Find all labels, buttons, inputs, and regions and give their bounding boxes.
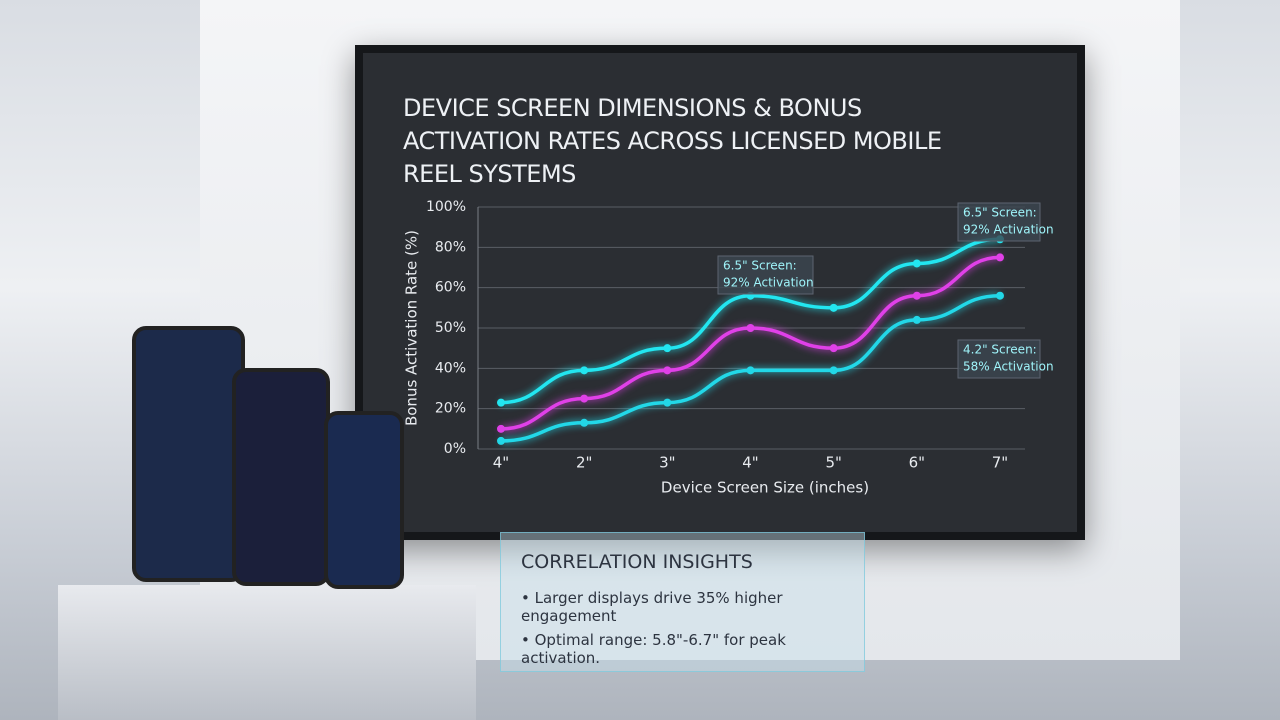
y-tick-label: 80% xyxy=(435,239,466,255)
data-point xyxy=(580,366,589,375)
annotation-box xyxy=(957,339,1041,379)
x-tick-label: 6" xyxy=(909,454,925,472)
data-point xyxy=(580,418,589,427)
data-point xyxy=(497,436,505,445)
data-point xyxy=(829,344,838,353)
y-tick-label: 60% xyxy=(435,280,466,296)
data-point xyxy=(912,315,921,324)
data-point xyxy=(746,366,755,375)
x-tick-label: 2" xyxy=(576,454,592,472)
data-point xyxy=(663,398,672,407)
annotation-text: 58% Activation xyxy=(963,360,1054,374)
data-point xyxy=(996,253,1004,262)
data-point xyxy=(912,259,921,268)
insights-panel: CORRELATION INSIGHTS • Larger displays d… xyxy=(500,532,865,672)
annotation-text: 6.5" Screen: xyxy=(723,259,797,273)
data-point xyxy=(663,344,672,353)
data-point xyxy=(663,366,672,375)
annotation-text: 4.2" Screen: xyxy=(963,343,1037,357)
data-point xyxy=(497,398,505,407)
y-tick-label: 100% xyxy=(426,199,466,215)
x-tick-label: 4" xyxy=(493,454,509,472)
annotation-text: 6.5" Screen: xyxy=(963,206,1037,220)
x-tick-label: 3" xyxy=(659,454,675,472)
y-tick-label: 40% xyxy=(435,360,466,376)
x-tick-label: 7" xyxy=(992,454,1008,472)
data-point xyxy=(746,324,755,332)
annotation-box xyxy=(717,255,814,295)
data-point xyxy=(580,394,589,403)
x-tick-label: 4" xyxy=(742,454,758,472)
data-point xyxy=(996,291,1004,300)
data-point xyxy=(829,366,838,375)
y-tick-label: 20% xyxy=(435,401,466,417)
data-point xyxy=(497,424,505,433)
y-tick-label: 50% xyxy=(435,320,466,336)
x-tick-label: 5" xyxy=(825,454,841,472)
chart-title: DEVICE SCREEN DIMENSIONS & BONUS ACTIVAT… xyxy=(403,94,942,188)
data-point xyxy=(829,303,838,312)
phone xyxy=(324,411,404,589)
phone xyxy=(132,326,245,582)
pedestal xyxy=(58,585,476,720)
phone xyxy=(232,368,330,586)
panel-bullet: • Larger displays drive 35% higher engag… xyxy=(521,589,783,625)
y-tick-label: 0% xyxy=(444,441,466,457)
panel-bullet: • Optimal range: 5.8"-6.7" for peak acti… xyxy=(521,631,786,667)
annotation-text: 92% Activation xyxy=(723,276,814,290)
data-point xyxy=(912,291,921,300)
x-axis-title: Device Screen Size (inches) xyxy=(661,479,869,497)
y-axis-title: Bonus Activation Rate (%) xyxy=(403,230,421,426)
annotation-box xyxy=(957,202,1041,242)
panel-title: CORRELATION INSIGHTS xyxy=(521,551,753,573)
annotation-text: 92% Activation xyxy=(963,223,1054,237)
